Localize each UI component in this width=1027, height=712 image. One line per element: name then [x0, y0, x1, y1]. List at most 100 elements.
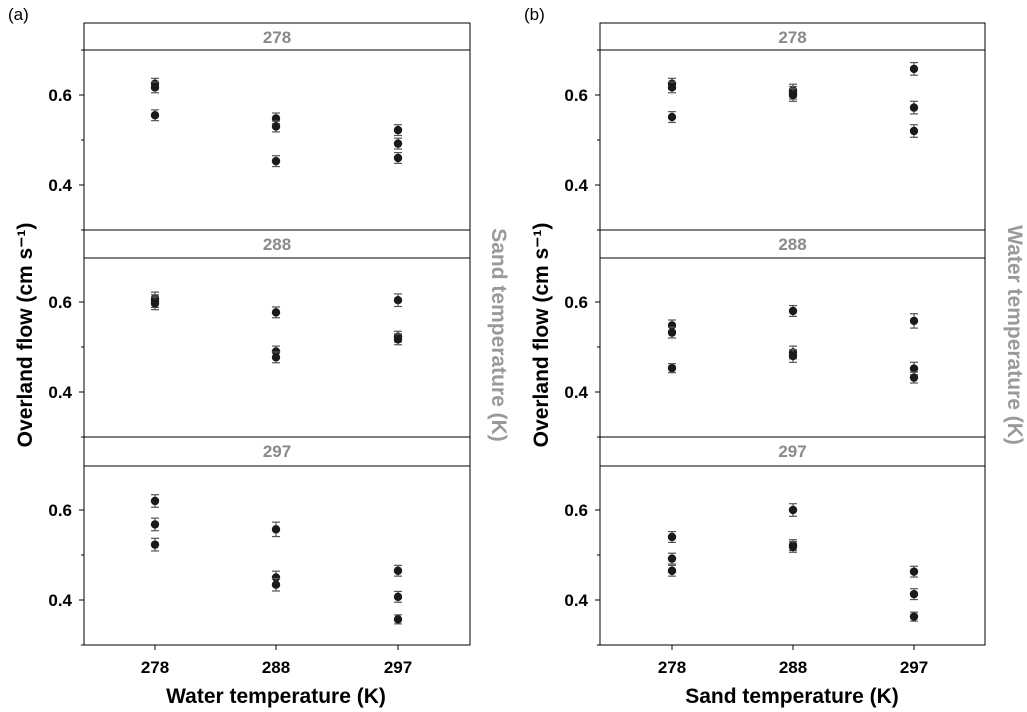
data-point — [150, 494, 160, 508]
point-marker — [393, 125, 403, 135]
point-marker — [667, 83, 677, 92]
data-point — [667, 564, 677, 577]
point-marker — [909, 373, 919, 382]
data-point — [271, 120, 281, 133]
point-marker — [150, 299, 160, 308]
x-tick-label: 278 — [141, 658, 169, 677]
facet-header — [83, 22, 471, 51]
y-tick-label: 0.4 — [564, 383, 588, 402]
plot-frame — [599, 49, 986, 231]
data-point — [393, 614, 403, 625]
data-point — [393, 152, 403, 164]
data-point — [150, 517, 160, 532]
point-marker — [909, 589, 919, 599]
point-marker — [150, 83, 160, 92]
facet-label: 278 — [263, 28, 291, 47]
x-tick-label: 288 — [262, 658, 290, 677]
data-point — [150, 81, 160, 94]
point-marker — [271, 308, 281, 317]
data-point — [667, 530, 677, 544]
y-tick-label: 0.4 — [48, 176, 72, 195]
point-marker — [150, 520, 160, 529]
point-marker — [788, 90, 798, 100]
y-tick-label: 0.6 — [564, 501, 588, 520]
data-point — [150, 296, 160, 311]
data-point — [667, 111, 677, 124]
data-point — [393, 137, 403, 150]
facet-header — [83, 436, 471, 467]
point-marker — [271, 353, 281, 362]
point-marker — [667, 554, 677, 563]
point-marker — [393, 592, 403, 602]
point-marker — [788, 542, 798, 552]
data-point — [909, 124, 919, 138]
facet-278: 278 0.4 0.6 — [564, 22, 986, 231]
data-point — [393, 293, 403, 308]
point-marker — [271, 580, 281, 589]
point-marker — [393, 296, 403, 305]
data-point — [788, 88, 798, 102]
facet-label: 288 — [778, 235, 806, 254]
plot-frame — [83, 465, 471, 646]
point-marker — [667, 566, 677, 575]
facet-label: 297 — [778, 442, 806, 461]
y-tick-label: 0.6 — [48, 86, 72, 105]
y-axis-label: Overland flow (cm s⁻¹) — [14, 223, 37, 448]
data-point — [788, 305, 798, 317]
data-point — [909, 565, 919, 578]
y-tick-label: 0.6 — [564, 293, 588, 312]
point-marker — [150, 540, 160, 549]
point-marker — [909, 316, 919, 326]
data-point — [150, 109, 160, 122]
facet-288: 288 0.4 0.6 — [48, 229, 471, 438]
point-marker — [788, 351, 798, 361]
facet-variable-label: Water temperature (K) — [1003, 225, 1026, 445]
point-marker — [271, 573, 281, 582]
data-point — [667, 326, 677, 339]
y-tick-label: 0.6 — [564, 86, 588, 105]
facet-label: 278 — [778, 28, 806, 47]
point-marker — [909, 103, 919, 112]
x-tick-label: 297 — [900, 658, 928, 677]
data-point — [393, 590, 403, 603]
point-marker — [393, 335, 403, 344]
data-point — [909, 588, 919, 601]
data-point — [393, 333, 403, 346]
point-marker — [667, 328, 677, 337]
data-point — [788, 540, 798, 553]
data-point — [271, 306, 281, 319]
panel-label: (a) — [8, 5, 29, 24]
point-marker — [909, 126, 919, 136]
point-marker — [667, 532, 677, 542]
data-point — [271, 521, 281, 538]
point-marker — [788, 306, 798, 316]
point-marker — [393, 566, 403, 575]
panel-a: (a) 278 0.4 0.6 288 0.4 0.6 297 0.4 0.6 278 288 297 W… — [8, 5, 510, 708]
data-point — [393, 564, 403, 577]
point-marker — [909, 364, 919, 373]
data-point — [788, 349, 798, 363]
point-marker — [271, 122, 281, 131]
point-marker — [271, 156, 281, 166]
facet-288: 288 0.4 0.6 — [564, 229, 986, 438]
data-point — [909, 313, 919, 329]
y-tick-label: 0.4 — [48, 591, 72, 610]
point-marker — [667, 363, 677, 373]
facet-297: 297 0.4 0.6 — [564, 436, 986, 646]
data-point — [667, 552, 677, 565]
x-tick-label: 288 — [779, 658, 807, 677]
data-point — [788, 503, 798, 517]
data-point — [393, 124, 403, 137]
y-tick-label: 0.6 — [48, 293, 72, 312]
y-axis-label: Overland flow (cm s⁻¹) — [530, 223, 553, 448]
data-point — [271, 155, 281, 168]
data-point — [909, 61, 919, 76]
data-point — [271, 577, 281, 592]
panel-label: (b) — [524, 5, 545, 24]
y-tick-label: 0.4 — [564, 591, 588, 610]
data-point — [909, 611, 919, 622]
point-marker — [909, 64, 919, 74]
x-tick-label: 297 — [384, 658, 412, 677]
